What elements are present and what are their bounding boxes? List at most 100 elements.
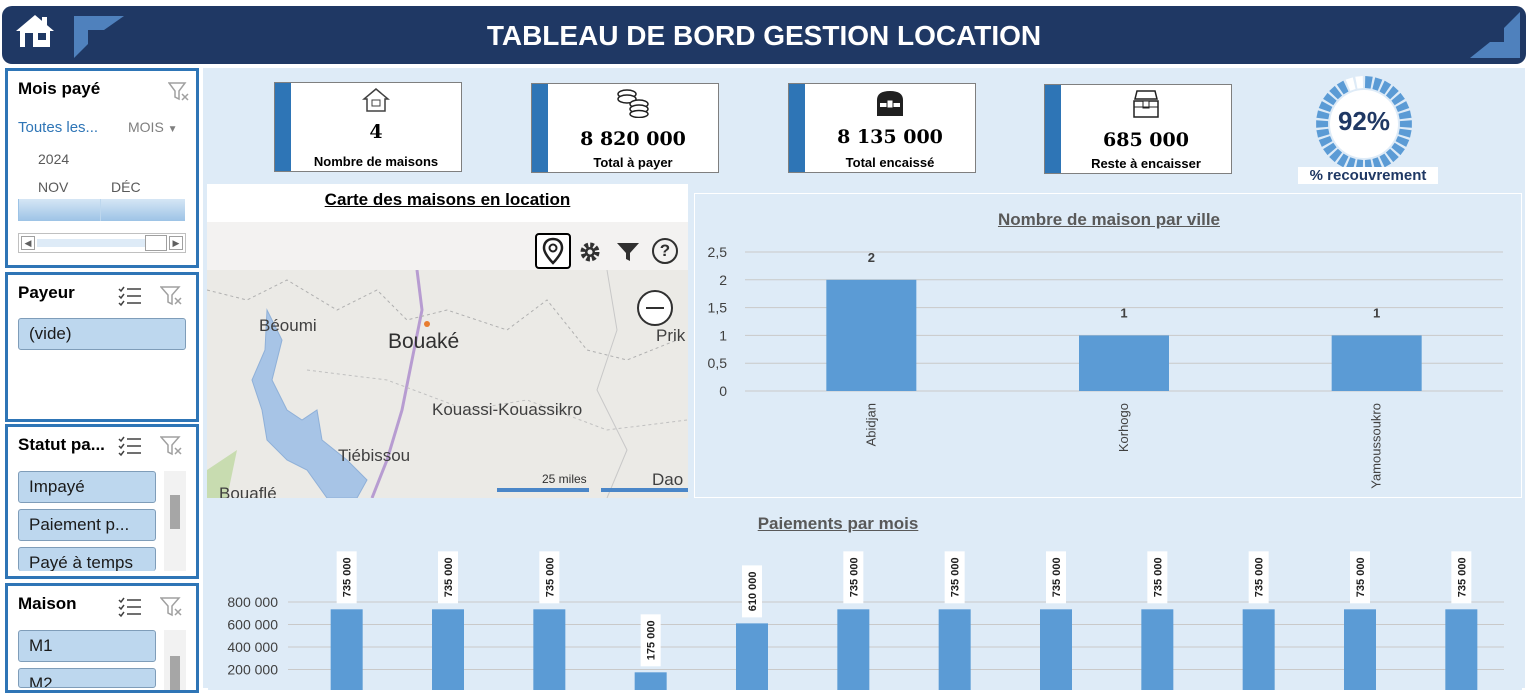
house-icon [291, 87, 461, 118]
slicer-item[interactable]: Paiement p... [18, 509, 156, 541]
bar[interactable] [938, 609, 971, 690]
gauge-segment [1395, 101, 1410, 112]
scroll-thumb[interactable] [170, 495, 180, 529]
data-label-box [1350, 551, 1370, 604]
timeline-month-nov[interactable]: NOV [38, 179, 69, 195]
y-tick-label: 600 000 [227, 617, 278, 633]
bar[interactable] [837, 609, 870, 690]
y-tick-label: 2 [719, 272, 727, 288]
data-label-box [742, 565, 762, 618]
map-panel: Carte des maisons en location ? Béoumi B… [207, 184, 688, 498]
gauge-label: % recouvrement [1298, 167, 1438, 184]
gauge-segment [1391, 92, 1405, 106]
slicer-item[interactable]: M2 [18, 668, 156, 688]
gauge-segment [1318, 136, 1333, 147]
data-label-box [944, 551, 965, 604]
slicer-title: Mois payé [18, 79, 101, 98]
data-label: 735 000 [950, 557, 962, 597]
bar[interactable] [1344, 609, 1376, 690]
slicer-statut: Statut pa... Impayé Paiement p... Payé à… [5, 424, 199, 579]
filter-icon[interactable] [615, 239, 641, 270]
y-tick-label: 200 000 [227, 662, 278, 678]
chart-paiements-par-mois: Paiements par mois 800 000 600 000 400 000… [208, 508, 1522, 690]
gauge-segment [1385, 148, 1399, 163]
clear-filter-icon[interactable] [159, 285, 184, 312]
clear-filter-icon[interactable] [159, 596, 184, 623]
slicer-item[interactable]: Impayé [18, 471, 156, 503]
data-label: 175 000 [646, 620, 658, 660]
slicer-scrollbar[interactable] [164, 471, 186, 571]
data-label-box [843, 551, 864, 604]
page-title: TABLEAU DE BORD GESTION LOCATION [486, 20, 1042, 51]
kpi-value: 8 820 000 [580, 128, 686, 150]
timeline-level-label: MOIS [128, 119, 164, 135]
slicer-title: Payeur [18, 283, 75, 302]
data-label: 735 000 [544, 557, 556, 597]
slicer-title: Maison [18, 594, 77, 613]
gauge-segment [1391, 142, 1405, 156]
gauge-segment [1399, 120, 1412, 128]
multi-select-icon[interactable] [118, 435, 142, 462]
bar[interactable] [826, 279, 917, 391]
slicer-item[interactable]: M1 [18, 630, 156, 662]
data-label: 735 000 [1051, 557, 1063, 597]
scroll-left-icon[interactable]: ◀ [21, 236, 35, 250]
bar[interactable] [533, 609, 566, 690]
map-scale-bar [601, 488, 688, 492]
map-place-label: Bouaflé [219, 484, 277, 498]
bar[interactable] [1040, 609, 1072, 690]
zoom-out-icon[interactable] [637, 290, 673, 326]
kpi-label: Nombre de maisons [313, 154, 439, 169]
scroll-thumb[interactable] [170, 656, 180, 690]
timeline-selected-bar[interactable] [18, 199, 185, 221]
dashboard-header [2, 6, 1526, 64]
slicer-item[interactable]: (vide) [18, 318, 186, 350]
y-tick-label: 400 000 [227, 639, 278, 655]
data-label: 735 000 [1254, 557, 1266, 597]
map-canvas[interactable]: Béoumi Bouaké Prik Kouassi-Kouassikro Ti… [207, 270, 688, 498]
gear-icon[interactable] [577, 239, 603, 270]
timeline-scrollbar[interactable]: ◀ ▶ [18, 233, 186, 253]
multi-select-icon[interactable] [118, 596, 142, 623]
x-category-label: Abidjan [863, 403, 878, 446]
y-tick-label: 800 000 [227, 594, 278, 610]
y-tick-label: 0,5 [708, 355, 728, 371]
timeline-scroll-thumb[interactable] [145, 235, 167, 251]
gauge-segment [1316, 110, 1330, 120]
timeline-level-dropdown[interactable]: MOIS ▼ [128, 119, 178, 135]
data-label: 735 000 [848, 557, 860, 597]
bar[interactable] [330, 609, 363, 690]
clear-filter-icon[interactable] [167, 81, 190, 108]
corner-decoration-icon [74, 16, 126, 60]
slicer-payeur: Payeur (vide) [5, 272, 199, 422]
gauge-segment [1323, 142, 1337, 156]
kpi-value: 4 [369, 121, 383, 143]
bar[interactable] [1242, 609, 1275, 690]
bar[interactable] [1331, 335, 1422, 391]
bar[interactable] [736, 623, 768, 690]
kpi-value: 8 135 000 [837, 126, 943, 148]
chart-maisons-par-ville: Nombre de maison par ville 2,5 2 1,5 1 0,5 0 2… [694, 193, 1522, 498]
bar[interactable] [1141, 609, 1174, 690]
bar[interactable] [1079, 335, 1169, 391]
bar[interactable] [432, 609, 464, 690]
map-scale-bar [497, 488, 589, 492]
multi-select-icon[interactable] [118, 285, 142, 312]
map-place-label: Kouassi-Kouassikro [432, 400, 583, 419]
slicer-scrollbar[interactable] [164, 630, 186, 690]
kpi-label: Reste à encaisser [1091, 156, 1201, 171]
timeline-month-dec[interactable]: DÉC [111, 179, 141, 195]
help-icon[interactable]: ? [652, 238, 678, 264]
slicer-item[interactable]: Payé à temps [18, 547, 156, 571]
bar[interactable] [1445, 609, 1478, 690]
scroll-right-icon[interactable]: ▶ [169, 236, 183, 250]
home-icon[interactable] [14, 12, 56, 50]
map-place-label: Prik [656, 326, 686, 345]
bar[interactable] [634, 672, 667, 690]
data-label: 1 [1373, 305, 1380, 320]
map-pin-icon[interactable] [535, 233, 571, 269]
data-label: 735 000 [1355, 557, 1367, 597]
clear-filter-icon[interactable] [159, 435, 184, 462]
chart-title: Nombre de maison par ville [997, 210, 1220, 229]
chart-title: Paiements par mois [757, 514, 919, 533]
